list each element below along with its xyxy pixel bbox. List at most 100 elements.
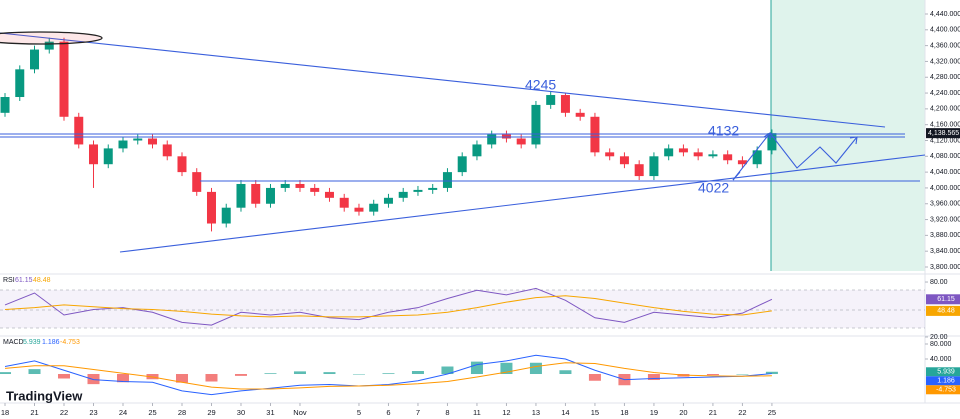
macd-line (4, 354, 772, 396)
rsi-title: RSI (3, 277, 15, 284)
candle-body (162, 144, 172, 157)
macd-hist-bar (411, 371, 424, 375)
lower-trendline (119, 154, 926, 253)
x-tick-label: 24 (119, 408, 127, 417)
macd-hist-bar (87, 374, 100, 385)
macd-hist-bar (323, 372, 336, 375)
candle-body (89, 144, 99, 165)
candle-body (0, 97, 10, 113)
y-tick-label: 4,120.000 (930, 137, 960, 144)
candle-body (752, 150, 762, 165)
y-tick-label: 3,880.000 (930, 232, 960, 239)
value-box (926, 294, 960, 305)
value-box-label: 1.186 (937, 378, 955, 385)
x-tick-label: 28 (178, 408, 186, 417)
x-tick-label: 18 (620, 408, 628, 417)
macd-hist-bar (0, 372, 12, 375)
macd-hist-bar (205, 374, 218, 382)
x-tick-label: 22 (738, 408, 746, 417)
candle-body (457, 156, 467, 173)
macd-hist-bar (28, 369, 41, 375)
x-tick-label: 25 (148, 408, 156, 417)
macd-value: 1.186 (42, 339, 60, 346)
y-tick-label: 40.000 (930, 356, 952, 363)
x-tick-label: 31 (266, 408, 274, 417)
arrow-head (763, 131, 771, 140)
x-tick-label: 19 (650, 408, 658, 417)
macd-hist-bar (736, 374, 749, 375)
brand-logo: TradingView (6, 388, 83, 403)
x-tick-label: 12 (502, 408, 510, 417)
candle-body (339, 197, 349, 208)
last-price-label: 4,138.565 (928, 130, 959, 137)
candle-body (354, 207, 364, 212)
x-tick-label: 23 (89, 408, 97, 417)
x-tick-label: 25 (768, 408, 776, 417)
candle-body (44, 41, 54, 50)
candle-body (133, 138, 143, 141)
y-tick-label: 4,360.000 (930, 42, 960, 49)
forecast-zone (771, 0, 925, 271)
y-tick-label: 3,920.000 (930, 216, 960, 223)
candle-body (472, 144, 482, 157)
candle-body (265, 187, 275, 204)
x-tick-label: 18 (1, 408, 9, 417)
value-box-label: 61.15 (937, 296, 955, 303)
candle-body (206, 191, 216, 224)
candle-body (516, 138, 526, 145)
candle-body (177, 156, 187, 173)
candle-body (428, 187, 438, 190)
x-tick-label: 7 (416, 408, 420, 417)
value-box (926, 376, 960, 386)
macd-hist-bar (588, 374, 601, 381)
candle-body (649, 156, 659, 177)
candle-body (59, 41, 69, 117)
macd-hist-bar (352, 374, 365, 375)
candle-body (442, 172, 452, 188)
candle-body (619, 156, 629, 165)
y-tick-label: 4,160.000 (930, 122, 960, 129)
x-tick-label: 15 (591, 408, 599, 417)
candle-body (236, 183, 246, 208)
candle-body (118, 140, 128, 149)
y-tick-label: 20.00 (930, 334, 948, 341)
candle-body (324, 191, 334, 198)
candle-body (560, 95, 570, 113)
macd-hist-bar (175, 374, 188, 383)
value-box (926, 305, 960, 316)
y-tick-label: 4,440.000 (930, 11, 960, 18)
candle-body (590, 116, 600, 153)
candle-body (383, 197, 393, 204)
y-tick-label: 80.000 (930, 341, 952, 348)
macd-hist-bar (264, 373, 277, 375)
macd-signal-value: -4.753 (60, 339, 80, 346)
x-tick-label: 5 (357, 408, 361, 417)
arrow-tail (732, 171, 741, 181)
candle-body (767, 133, 777, 151)
y-tick-label: 3,840.000 (930, 248, 960, 255)
x-tick-label: Nov (293, 408, 307, 417)
y-tick-label: 4,240.000 (930, 90, 960, 97)
y-tick-label: 3,800.000 (930, 264, 960, 271)
macd-hist-bar (706, 374, 719, 376)
candle-body (531, 104, 541, 145)
candle-body (546, 95, 556, 105)
upper-trendline (0, 32, 886, 128)
macd-hist-bar (234, 374, 247, 376)
candle-body (369, 203, 379, 212)
macd-hist-bar (58, 374, 71, 379)
macd-hist-bar (765, 371, 778, 375)
x-tick-label: 21 (709, 408, 717, 417)
macd-hist-bar (441, 366, 454, 375)
macd-hist-value: 5.939 (23, 339, 41, 346)
y-tick-label: 4,400.000 (930, 27, 960, 34)
y-tick-label: 4,080.000 (930, 153, 960, 160)
macd-hist-bar (382, 373, 395, 375)
candle-body (634, 164, 644, 177)
candle-body (30, 49, 40, 70)
x-tick-label: 6 (386, 408, 390, 417)
y-tick-label: 4,000.000 (930, 185, 960, 192)
candle-body (221, 207, 231, 224)
y-tick-label: 80.00 (930, 279, 948, 286)
